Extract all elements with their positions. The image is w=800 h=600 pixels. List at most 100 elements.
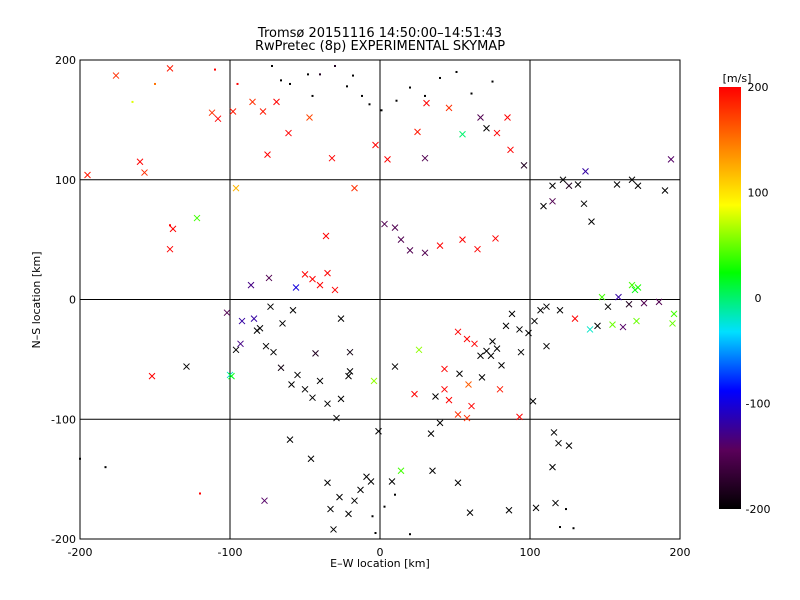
data-point-cross xyxy=(136,158,144,166)
data-point-dot xyxy=(214,68,216,71)
data-point-cross xyxy=(415,346,423,354)
data-point-cross xyxy=(141,169,148,176)
data-point-cross xyxy=(265,274,273,282)
data-point-dot xyxy=(236,82,239,85)
data-point-cross xyxy=(474,245,481,253)
colorbar-tick-labels: 200 100 0 -100 -200 xyxy=(746,81,771,516)
data-point-cross xyxy=(628,281,636,289)
data-point-cross xyxy=(436,419,444,427)
data-point-cross xyxy=(388,478,396,485)
data-point-cross xyxy=(505,506,513,514)
data-point-cross xyxy=(223,309,231,317)
data-point-cross xyxy=(345,372,352,380)
data-point-cross xyxy=(411,390,418,398)
data-point-cross xyxy=(279,320,286,327)
data-point-dot xyxy=(383,505,386,508)
data-point-cross xyxy=(288,381,295,388)
data-point-cross xyxy=(507,146,514,154)
data-point-cross xyxy=(256,324,264,332)
data-points xyxy=(79,64,678,536)
data-point-cross xyxy=(586,326,594,333)
data-point-cross xyxy=(537,306,544,314)
data-point-cross xyxy=(345,510,352,518)
data-point-dot xyxy=(154,82,156,85)
data-point-cross xyxy=(421,249,429,257)
colorbar-tick-label: 100 xyxy=(748,187,769,200)
data-point-cross xyxy=(312,350,319,357)
data-point-cross xyxy=(529,397,537,405)
data-point-dot xyxy=(565,508,567,511)
data-point-cross xyxy=(286,436,294,443)
data-point-dot xyxy=(380,109,383,112)
data-point-cross xyxy=(628,176,636,184)
data-point-cross xyxy=(615,293,622,301)
data-point-cross xyxy=(543,342,550,350)
data-point-cross xyxy=(301,385,309,393)
data-point-dot xyxy=(371,515,374,518)
data-point-dot xyxy=(409,86,411,89)
data-point-dot xyxy=(280,79,282,82)
data-point-cross xyxy=(466,509,474,517)
colorbar-tick-label: 0 xyxy=(755,292,762,305)
data-point-cross xyxy=(594,322,601,330)
data-point-dot xyxy=(361,94,363,97)
data-point-dot xyxy=(334,64,336,67)
data-point-cross xyxy=(330,526,337,533)
data-point-cross xyxy=(237,340,244,348)
data-point-dot xyxy=(394,493,396,496)
data-point-cross xyxy=(552,499,559,507)
y-tick-label: 200 xyxy=(55,54,76,67)
data-point-cross xyxy=(84,171,91,179)
data-point-cross xyxy=(381,220,388,228)
data-point-cross xyxy=(183,363,190,370)
colorbar-tick-label: -100 xyxy=(746,398,771,411)
data-point-cross xyxy=(496,385,504,393)
data-point-cross xyxy=(397,467,405,475)
data-point-cross xyxy=(477,114,484,121)
data-point-cross xyxy=(520,162,528,169)
data-point-cross xyxy=(372,141,379,149)
data-point-dot xyxy=(491,80,494,83)
x-tick-label: 0 xyxy=(377,546,384,559)
data-point-cross xyxy=(262,342,270,350)
data-point-cross xyxy=(574,181,582,188)
data-point-dot xyxy=(169,224,171,227)
data-point-cross xyxy=(598,293,606,301)
data-point-cross xyxy=(565,442,573,449)
data-point-cross xyxy=(441,365,448,373)
chart-title: Tromsø 20151116 14:50:00–14:51:43 xyxy=(257,26,502,41)
data-point-cross xyxy=(588,218,595,226)
data-point-cross xyxy=(459,130,466,138)
data-point-cross xyxy=(277,364,285,372)
colorbar-gradient xyxy=(719,87,741,509)
data-point-dot xyxy=(572,527,575,530)
data-point-cross xyxy=(324,269,331,277)
data-point-cross xyxy=(214,115,222,123)
data-point-cross xyxy=(309,275,316,283)
data-point-dot xyxy=(395,99,398,102)
data-point-cross xyxy=(549,197,556,205)
data-point-cross xyxy=(502,322,510,330)
data-point-cross xyxy=(391,224,399,232)
data-point-cross xyxy=(270,348,277,356)
data-point-cross xyxy=(487,352,495,360)
data-point-cross xyxy=(655,298,663,306)
x-tick-label: -100 xyxy=(218,546,243,559)
data-point-cross xyxy=(454,328,462,336)
data-point-cross xyxy=(571,315,579,323)
data-point-cross xyxy=(619,323,627,331)
y-tick-label: 100 xyxy=(55,174,76,187)
data-point-dot xyxy=(368,103,371,106)
data-point-cross xyxy=(112,72,120,79)
data-point-dot xyxy=(199,492,201,495)
data-point-cross xyxy=(669,320,676,327)
data-point-dot xyxy=(271,64,273,67)
x-axis-label: E–W location [km] xyxy=(330,557,430,570)
data-point-cross xyxy=(493,345,501,352)
data-point-cross xyxy=(331,286,339,294)
data-point-dot xyxy=(559,526,561,529)
data-point-cross xyxy=(375,427,382,435)
data-point-dot xyxy=(409,533,411,536)
data-point-dot xyxy=(307,73,309,76)
data-point-dot xyxy=(424,94,426,97)
